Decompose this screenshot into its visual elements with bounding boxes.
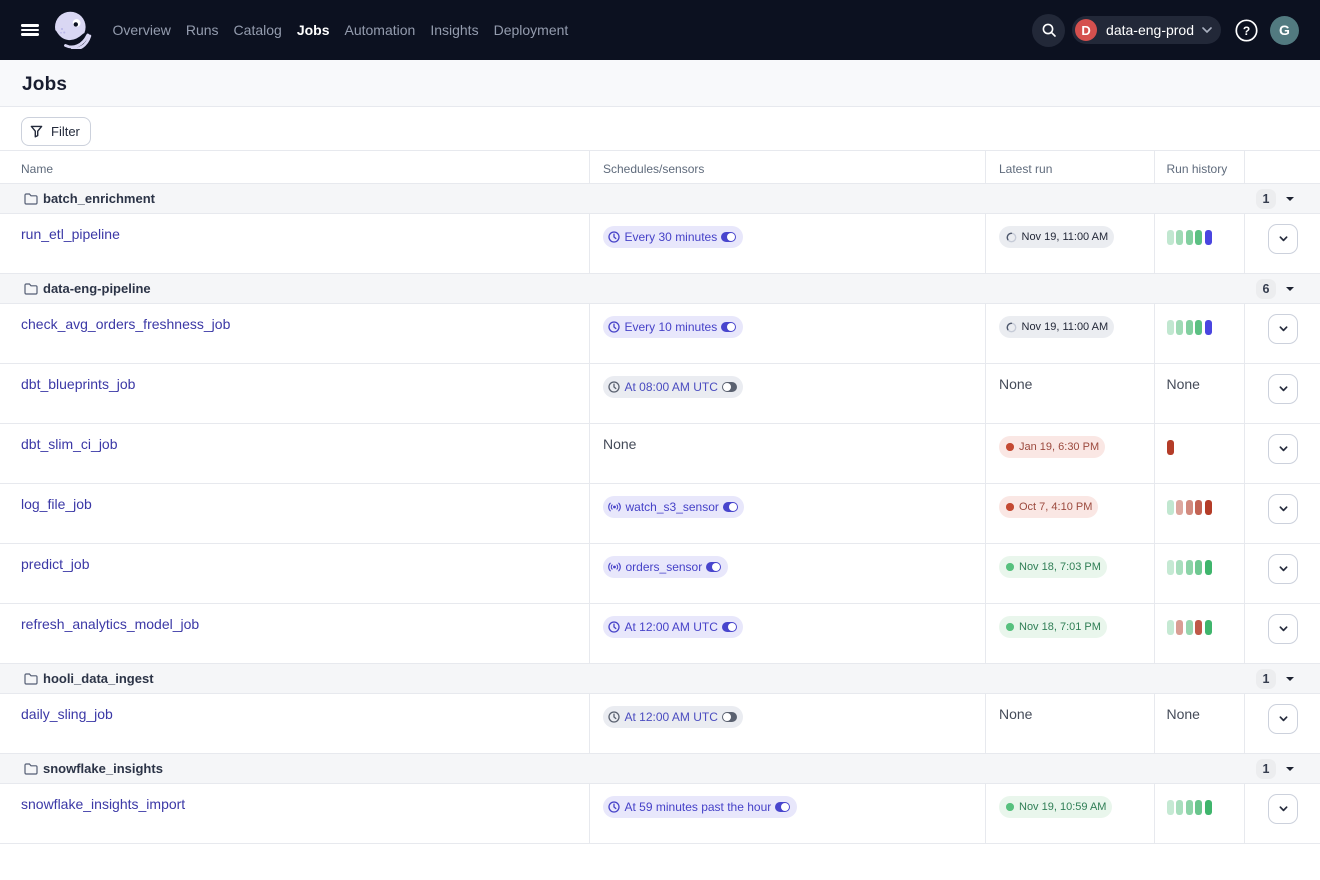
svg-text:?: ? xyxy=(1242,23,1249,37)
